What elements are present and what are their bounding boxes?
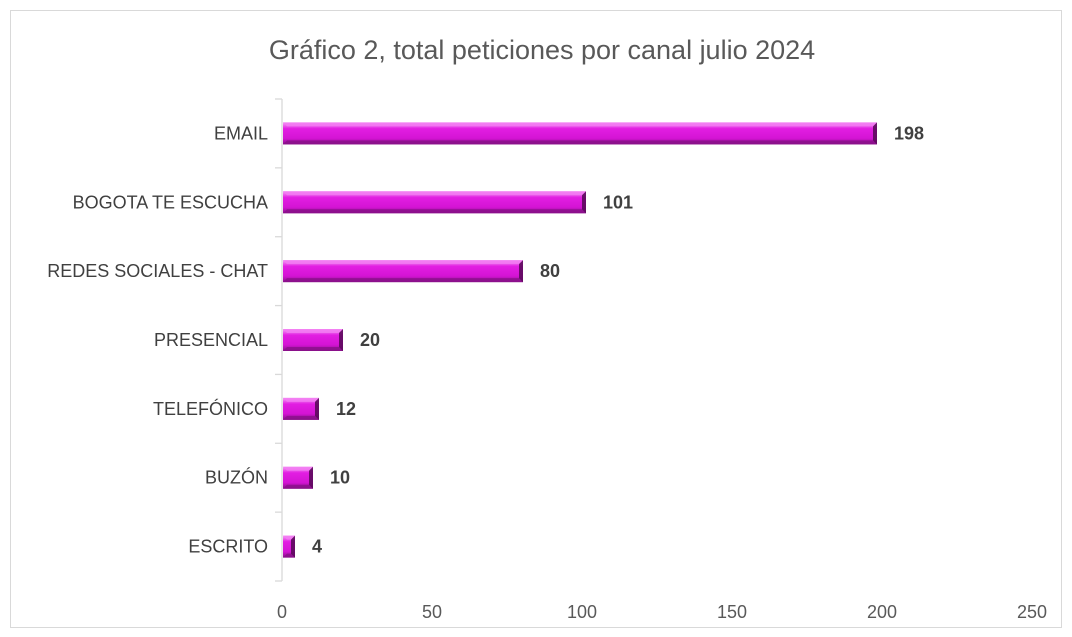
category-label: PRESENCIAL — [154, 330, 268, 350]
bar-bevel-end — [291, 535, 295, 558]
bar — [283, 397, 319, 420]
bar-bevel-bottom — [283, 140, 877, 145]
category-label: ESCRITO — [188, 537, 268, 557]
bar-bevel-bottom — [283, 209, 586, 214]
data-label: 101 — [603, 192, 633, 212]
bar-bevel-bottom — [283, 415, 319, 420]
chart-title: Gráfico 2, total peticiones por canal ju… — [269, 35, 815, 65]
chart-svg: Gráfico 2, total peticiones por canal ju… — [47, 35, 1047, 622]
x-tick-label: 0 — [277, 602, 287, 622]
bar-bevel-end — [339, 329, 343, 351]
x-tick-label: 50 — [422, 602, 442, 622]
x-tick-label: 150 — [717, 602, 747, 622]
data-label: 12 — [336, 399, 356, 419]
data-label: 20 — [360, 330, 380, 350]
data-label: 4 — [312, 537, 322, 557]
data-label: 80 — [540, 261, 560, 281]
x-tick-label: 100 — [567, 602, 597, 622]
bar — [283, 329, 343, 351]
bar — [283, 466, 313, 489]
bar-bevel-top — [283, 397, 319, 402]
chart-frame: Gráfico 2, total peticiones por canal ju… — [10, 10, 1062, 628]
bar-bevel-bottom — [283, 278, 523, 283]
data-label: 198 — [894, 123, 924, 143]
bar-bevel-top — [283, 466, 313, 471]
bar-bevel-top — [283, 329, 343, 333]
bar-bevel-end — [873, 122, 877, 145]
bar — [283, 191, 586, 214]
category-label: EMAIL — [214, 123, 268, 143]
bar-bevel-end — [309, 466, 313, 489]
bar-bevel-end — [582, 191, 586, 214]
category-label: TELEFÓNICO — [153, 398, 268, 419]
bar — [283, 122, 877, 145]
plot-area: EMAIL 198 BOGOTA TE ESCUCHA 101 REDES SOCIAL… — [47, 98, 1047, 622]
bar — [283, 260, 523, 283]
category-label: BUZÓN — [205, 467, 268, 488]
category-label: BOGOTA TE ESCUCHA — [73, 192, 268, 212]
x-tick-label: 250 — [1017, 602, 1047, 622]
bar-bevel-end — [315, 397, 319, 420]
bar-bevel-top — [283, 260, 523, 265]
category-label: REDES SOCIALES - CHAT — [47, 261, 268, 281]
bar-bevel-top — [283, 191, 586, 196]
x-tick-label: 200 — [867, 602, 897, 622]
bar-bevel-end — [519, 260, 523, 283]
bar-bevel-bottom — [283, 484, 313, 489]
data-label: 10 — [330, 468, 350, 488]
bar-bevel-bottom — [283, 347, 343, 351]
bar-bevel-top — [283, 122, 877, 127]
